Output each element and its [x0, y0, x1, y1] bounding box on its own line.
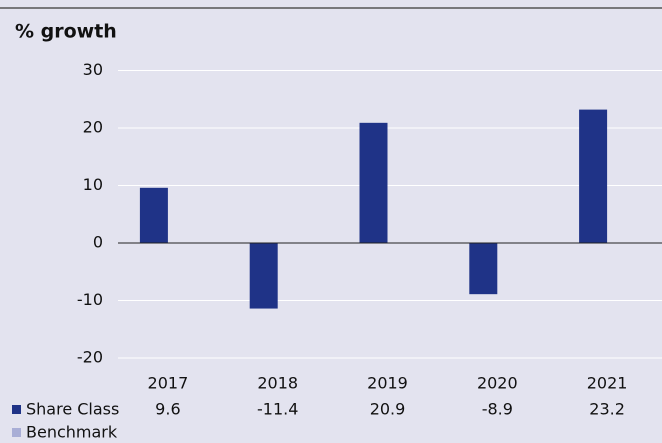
bar	[469, 243, 498, 295]
bar	[139, 187, 168, 243]
y-tick-label: -20	[77, 348, 103, 367]
legend-swatch	[12, 428, 21, 437]
legend-label: Share Class	[26, 400, 119, 419]
y-tick-label: 30	[83, 60, 103, 79]
table-value: 9.6	[155, 400, 180, 419]
y-tick-label: 0	[93, 233, 103, 252]
y-tick-label: 20	[83, 118, 103, 137]
legend-swatch	[12, 405, 21, 414]
x-tick-label: 2021	[587, 374, 628, 393]
y-tick-label: -10	[77, 290, 103, 309]
table-value: -8.9	[482, 400, 513, 419]
table-value: 23.2	[589, 400, 625, 419]
bar	[249, 243, 278, 309]
x-tick-label: 2020	[477, 374, 518, 393]
table-value: 20.9	[370, 400, 406, 419]
x-tick-label: 2017	[148, 374, 189, 393]
chart-title: % growth	[15, 21, 117, 43]
x-tick-label: 2018	[257, 374, 298, 393]
y-tick-label: 10	[83, 175, 103, 194]
legend-label: Benchmark	[26, 423, 118, 442]
bar	[579, 109, 608, 243]
x-tick-label: 2019	[367, 374, 408, 393]
bar	[359, 122, 388, 243]
table-value: -11.4	[257, 400, 298, 419]
